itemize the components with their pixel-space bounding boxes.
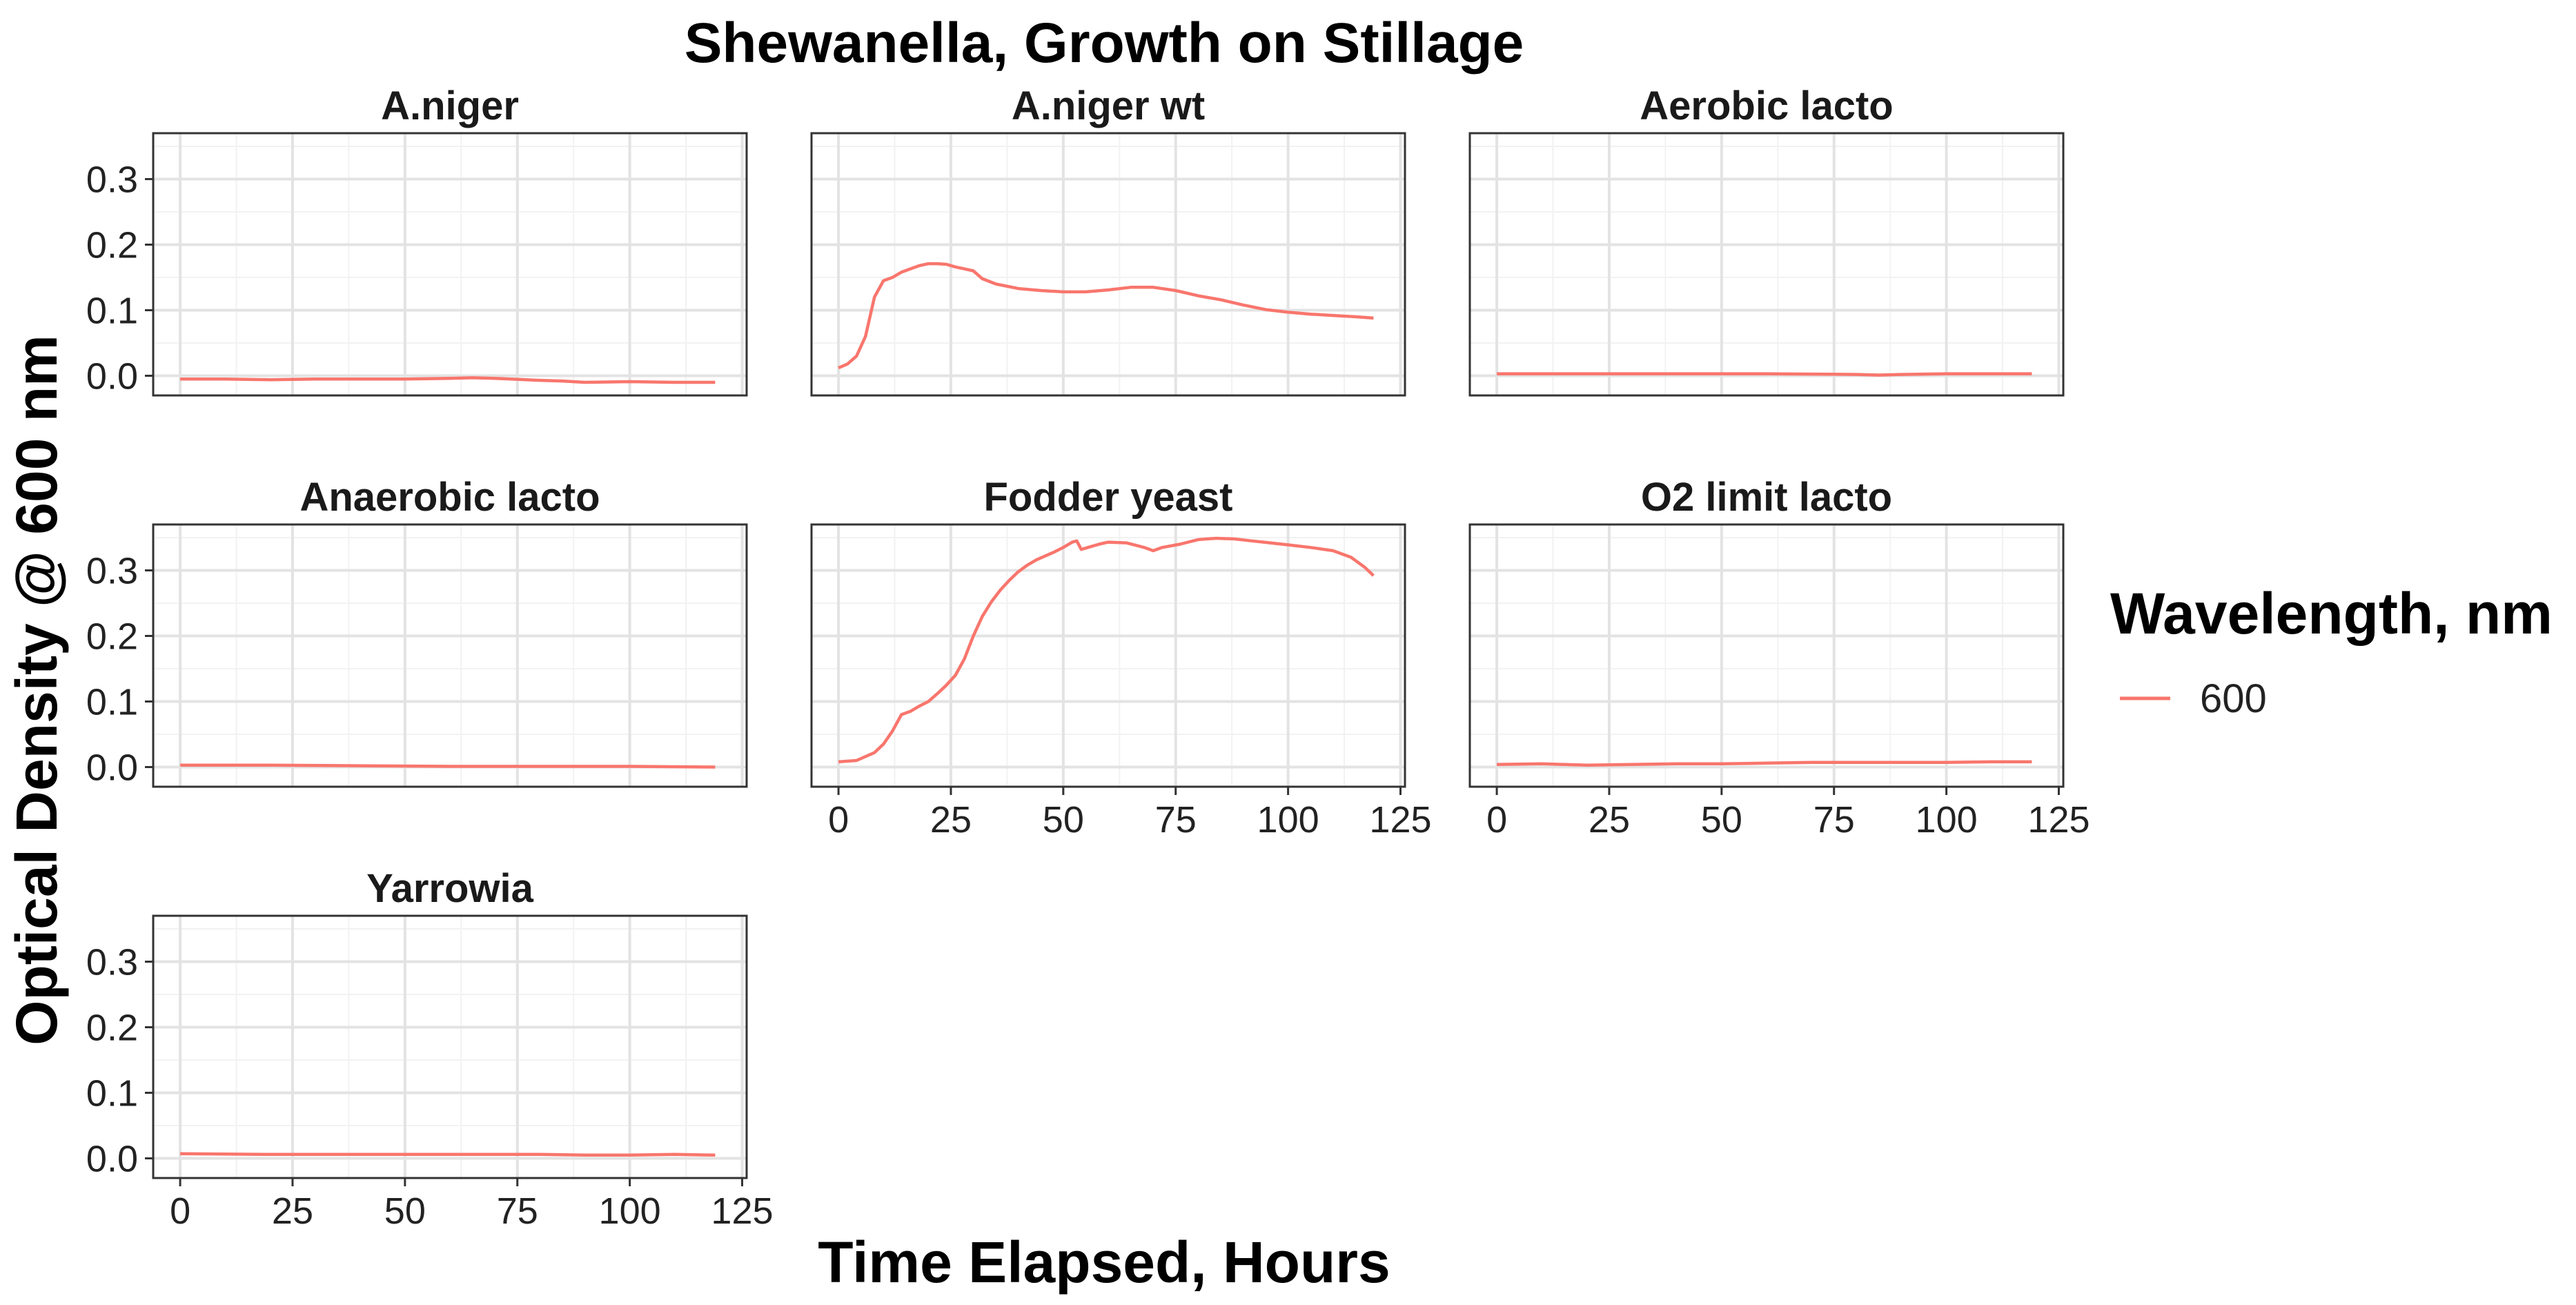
x-tick-label: 100: [1916, 799, 1978, 841]
y-tick-label: 0.2: [86, 616, 138, 658]
panel-background: [1470, 133, 2063, 395]
legend: Wavelength, nm 600: [2110, 581, 2553, 721]
series-line-600: [180, 376, 716, 384]
y-axis-title: Optical Density @ 600 nm: [4, 335, 69, 1046]
facet-strip-title: Yarrowia: [366, 866, 534, 911]
x-tick-label: 75: [1813, 799, 1855, 841]
y-tick-label: 0.2: [86, 225, 138, 266]
panel-background: [1470, 524, 2063, 787]
x-tick-label: 75: [497, 1190, 538, 1232]
series-line-600: [180, 1152, 716, 1157]
facet-strip-title: A.niger: [381, 84, 519, 128]
chart-title: Shewanella, Growth on Stillage: [685, 12, 1524, 75]
series-line-600: [1497, 372, 2032, 377]
panel-border: [152, 132, 748, 397]
series-line-600: [838, 536, 1375, 764]
legend-title: Wavelength, nm: [2110, 581, 2553, 646]
panel-border: [152, 914, 748, 1179]
x-tick-label: 100: [599, 1190, 661, 1232]
x-tick-label: 50: [384, 1190, 426, 1232]
facet-panel: Yarrowia 0.0 0.1 0.2 0.3 0 25 50 75 100 125: [86, 866, 774, 1232]
facet-panel: A.niger wt: [810, 84, 1406, 397]
panel-background: [153, 916, 747, 1178]
x-tick-label: 125: [1369, 799, 1431, 841]
panel-border: [810, 132, 1406, 397]
panel-background: [812, 133, 1405, 395]
y-tick-label: 0.0: [86, 356, 138, 398]
x-tick-label: 100: [1257, 799, 1319, 841]
facet-strip-title: Fodder yeast: [984, 475, 1233, 520]
panel-border: [152, 523, 748, 788]
series-line-600: [180, 763, 716, 769]
facet-panel: A.niger 0.0 0.1 0.2 0.3: [86, 84, 748, 398]
x-tick-label: 25: [272, 1190, 313, 1232]
y-tick-label: 0.1: [86, 682, 138, 723]
facet-strip-title: Aerobic lacto: [1640, 84, 1893, 128]
panel-border: [1468, 132, 2065, 397]
series-line-600: [1497, 760, 2032, 767]
y-tick-label: 0.1: [86, 291, 138, 332]
facet-strip-title: O2 limit lacto: [1641, 475, 1892, 520]
legend-entry-label: 600: [2200, 676, 2267, 721]
series-line-600: [838, 262, 1374, 370]
panel-background: [153, 524, 747, 787]
facet-strip-title: Anaerobic lacto: [299, 475, 600, 520]
y-tick-label: 0.3: [86, 551, 138, 592]
panel-background: [153, 133, 747, 395]
x-tick-label: 0: [828, 799, 849, 841]
facet-strip-title: A.niger wt: [1012, 84, 1205, 128]
x-tick-label: 125: [711, 1190, 773, 1232]
panel-border: [810, 523, 1406, 788]
y-tick-label: 0.0: [86, 1139, 138, 1180]
x-tick-label: 25: [930, 799, 972, 841]
x-tick-label: 50: [1043, 799, 1084, 841]
y-tick-label: 0.0: [86, 747, 138, 789]
facet-panel: Aerobic lacto: [1468, 84, 2065, 397]
facet-panel: Anaerobic lacto 0.0 0.1 0.2 0.3: [86, 475, 748, 789]
y-tick-label: 0.3: [86, 942, 138, 983]
x-tick-label: 0: [1486, 799, 1507, 841]
facet-panel: O2 limit lacto 0 25 50 75 100 125: [1468, 475, 2090, 841]
y-tick-label: 0.1: [86, 1073, 138, 1115]
panel-border: [1468, 523, 2065, 788]
y-tick-label: 0.3: [86, 159, 138, 201]
x-tick-label: 75: [1155, 799, 1197, 841]
y-tick-label: 0.2: [86, 1008, 138, 1049]
x-tick-label: 0: [170, 1190, 190, 1232]
x-tick-label: 125: [2027, 799, 2090, 841]
x-tick-label: 50: [1701, 799, 1742, 841]
facet-panel: Fodder yeast 0 25 50 75 100 125: [810, 475, 1432, 841]
facet-panels: A.niger 0.0 0.1 0.2 0.3 A.niger wt Aerobic lac…: [86, 84, 2090, 1232]
x-axis-title: Time Elapsed, Hours: [818, 1230, 1390, 1295]
panel-background: [812, 524, 1405, 787]
x-tick-label: 25: [1589, 799, 1630, 841]
